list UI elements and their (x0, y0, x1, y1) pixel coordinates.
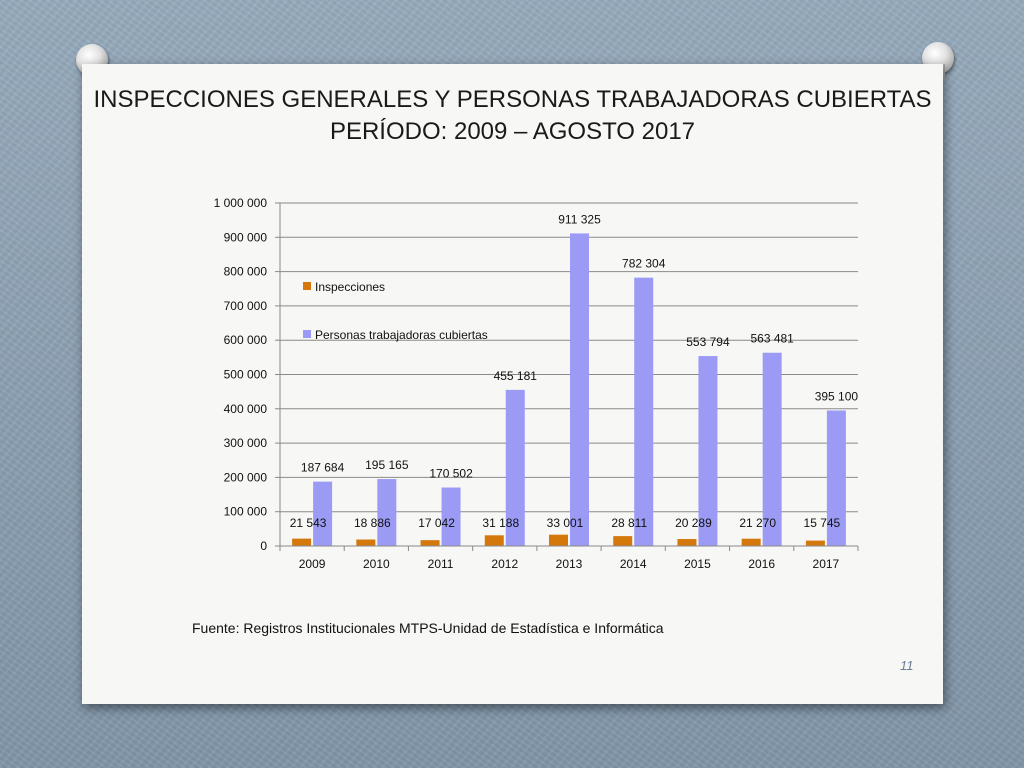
legend-swatch-personas (303, 330, 311, 338)
bar-personas-2014 (634, 277, 654, 546)
data-label-personas-2015: 553 794 (686, 335, 730, 349)
y-tick-label: 300 000 (224, 436, 268, 450)
data-label-personas-2011: 170 502 (429, 467, 473, 481)
x-tick-label: 2017 (813, 557, 840, 571)
y-tick-label: 600 000 (224, 333, 268, 347)
data-label-inspecciones-2014: 28 811 (611, 516, 647, 530)
data-label-personas-2009: 187 684 (301, 461, 345, 475)
y-tick-label: 100 000 (224, 505, 268, 519)
bar-inspecciones-2017 (805, 540, 825, 546)
slide-title-line2: PERÍODO: 2009 – AGOSTO 2017 (329, 118, 696, 145)
data-label-inspecciones-2017: 15 745 (804, 516, 841, 530)
x-tick-label: 2010 (363, 557, 390, 571)
y-axis-ticks: 0 100 000 200 000 300 000 400 000 500 000 600 … (214, 196, 280, 553)
bar-inspecciones-2014 (613, 536, 633, 546)
data-label-inspecciones-2009: 21 543 (290, 516, 327, 530)
x-tick-label: 2009 (299, 557, 326, 571)
bar-inspecciones-2010 (356, 539, 376, 546)
x-tick-label: 2013 (556, 557, 583, 571)
slide-title-line1: INSPECCIONES GENERALES Y PERSONAS TRABAJ… (93, 86, 932, 113)
bar-inspecciones-2012 (484, 535, 504, 546)
chart-legend: Inspecciones Personas trabajadoras cubier… (303, 280, 488, 342)
data-label-inspecciones-2015: 20 289 (675, 516, 712, 530)
bar-personas-2017 (826, 410, 846, 546)
y-tick-label: 500 000 (224, 368, 268, 382)
x-tick-label: 2012 (491, 557, 518, 571)
chart-bars (292, 233, 846, 546)
legend-swatch-inspecciones (303, 282, 311, 290)
y-tick-label: 1 000 000 (214, 196, 268, 210)
data-label-personas-2012: 455 181 (494, 369, 538, 383)
data-label-personas-2013: 911 325 (558, 212, 601, 226)
bar-inspecciones-2011 (420, 540, 440, 546)
data-label-inspecciones-2010: 18 886 (354, 516, 391, 530)
data-label-inspecciones-2016: 21 270 (739, 516, 776, 530)
bar-inspecciones-2015 (677, 539, 697, 546)
bar-personas-2016 (762, 352, 782, 546)
bar-inspecciones-2016 (741, 538, 761, 546)
y-tick-label: 700 000 (224, 299, 268, 313)
chart-gridlines (279, 202, 858, 547)
bar-personas-2013 (570, 233, 589, 546)
y-tick-label: 0 (260, 539, 267, 553)
data-label-personas-2017: 395 100 (815, 389, 859, 403)
y-tick-label: 800 000 (224, 265, 268, 279)
data-label-personas-2010: 195 165 (365, 458, 409, 472)
data-label-personas-2016: 563 481 (750, 332, 794, 346)
legend-label-personas: Personas trabajadoras cubiertas (315, 328, 488, 342)
x-tick-label: 2015 (684, 557, 711, 571)
bar-personas-2010 (377, 479, 397, 546)
bar-personas-2015 (698, 356, 718, 546)
page-number: 11 (900, 658, 914, 673)
data-label-inspecciones-2012: 31 188 (482, 516, 519, 530)
x-axis-ticks: 2009 2010 2011 2012 2013 2014 2015 2016 2017 (279, 545, 859, 571)
data-label-personas-2014: 782 304 (622, 257, 666, 271)
x-tick-label: 2014 (620, 557, 647, 571)
bar-inspecciones-2013 (549, 534, 568, 546)
legend-label-inspecciones: Inspecciones (315, 280, 385, 294)
y-tick-label: 900 000 (224, 230, 268, 244)
data-label-inspecciones-2011: 17 042 (418, 516, 455, 530)
bar-personas-2011 (441, 487, 461, 546)
source-note: Fuente: Registros Institucionales MTPS-U… (192, 620, 664, 636)
bar-inspecciones-2009 (292, 538, 312, 546)
y-tick-label: 200 000 (224, 470, 268, 484)
bar-personas-2012 (505, 389, 525, 546)
data-label-inspecciones-2013: 33 001 (547, 516, 584, 530)
x-tick-label: 2011 (428, 557, 454, 571)
x-tick-label: 2016 (748, 557, 775, 571)
data-labels: 187 684 21 543 195 165 18 886 170 502 17 042 4… (290, 212, 859, 530)
y-tick-label: 400 000 (224, 402, 268, 416)
bar-personas-2009 (313, 481, 333, 546)
slide-paper (82, 64, 943, 704)
